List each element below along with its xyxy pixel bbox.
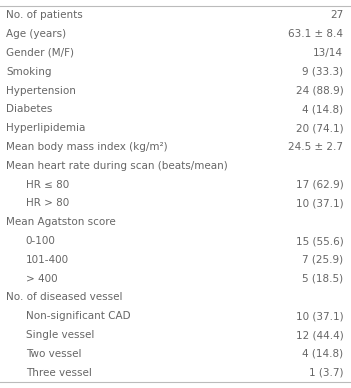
Text: Mean body mass index (kg/m²): Mean body mass index (kg/m²) — [6, 142, 168, 152]
Text: 27: 27 — [330, 10, 343, 20]
Text: 10 (37.1): 10 (37.1) — [296, 198, 343, 208]
Text: 7 (25.9): 7 (25.9) — [302, 255, 343, 265]
Text: 15 (55.6): 15 (55.6) — [296, 236, 343, 246]
Text: Diabetes: Diabetes — [6, 104, 53, 114]
Text: Two vessel: Two vessel — [26, 349, 81, 359]
Text: 5 (18.5): 5 (18.5) — [302, 274, 343, 284]
Text: 24 (88.9): 24 (88.9) — [296, 85, 343, 95]
Text: 10 (37.1): 10 (37.1) — [296, 311, 343, 321]
Text: No. of diseased vessel: No. of diseased vessel — [6, 293, 123, 303]
Text: Single vessel: Single vessel — [26, 330, 94, 340]
Text: Age (years): Age (years) — [6, 29, 66, 39]
Text: 0-100: 0-100 — [26, 236, 55, 246]
Text: HR > 80: HR > 80 — [26, 198, 69, 208]
Text: 17 (62.9): 17 (62.9) — [296, 180, 343, 190]
Text: 13/14: 13/14 — [313, 48, 343, 58]
Text: 1 (3.7): 1 (3.7) — [309, 368, 343, 378]
Text: 24.5 ± 2.7: 24.5 ± 2.7 — [288, 142, 343, 152]
Text: Smoking: Smoking — [6, 67, 52, 77]
Text: Mean heart rate during scan (beats/mean): Mean heart rate during scan (beats/mean) — [6, 161, 228, 171]
Text: 101-400: 101-400 — [26, 255, 69, 265]
Text: No. of patients: No. of patients — [6, 10, 83, 20]
Text: 9 (33.3): 9 (33.3) — [302, 67, 343, 77]
Text: Mean Agatston score: Mean Agatston score — [6, 217, 116, 227]
Text: Hypertension: Hypertension — [6, 85, 76, 95]
Text: 4 (14.8): 4 (14.8) — [302, 349, 343, 359]
Text: > 400: > 400 — [26, 274, 57, 284]
Text: 12 (44.4): 12 (44.4) — [296, 330, 343, 340]
Text: 20 (74.1): 20 (74.1) — [296, 123, 343, 133]
Text: 4 (14.8): 4 (14.8) — [302, 104, 343, 114]
Text: Non-significant CAD: Non-significant CAD — [26, 311, 130, 321]
Text: HR ≤ 80: HR ≤ 80 — [26, 180, 69, 190]
Text: Hyperlipidemia: Hyperlipidemia — [6, 123, 86, 133]
Text: Gender (M/F): Gender (M/F) — [6, 48, 74, 58]
Text: 63.1 ± 8.4: 63.1 ± 8.4 — [288, 29, 343, 39]
Text: Three vessel: Three vessel — [26, 368, 92, 378]
